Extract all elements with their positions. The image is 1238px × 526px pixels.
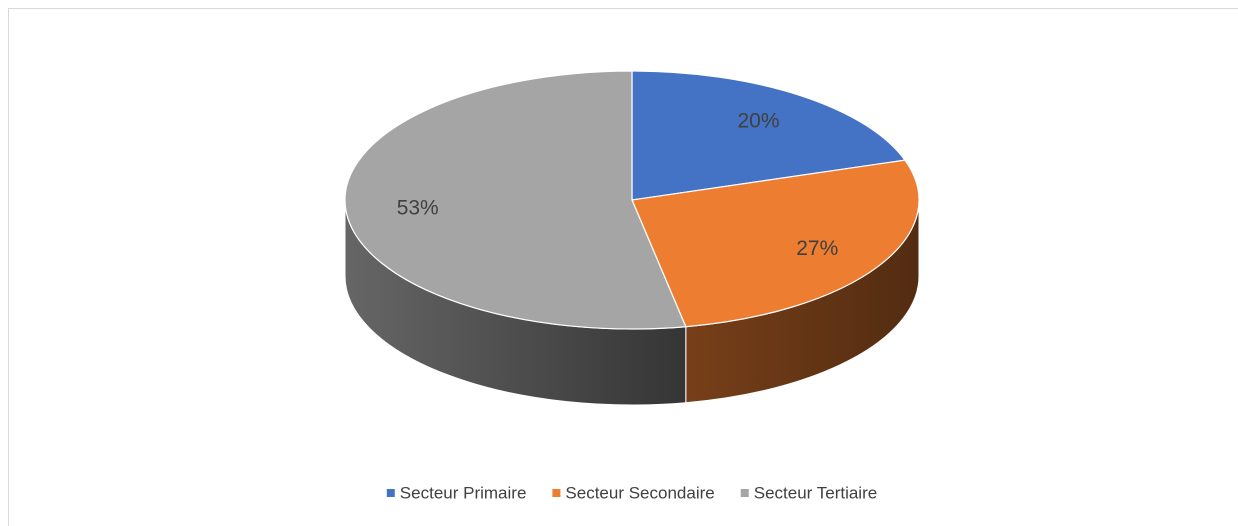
slice — [631, 159, 920, 328]
legend-label: Secteur Secondaire — [565, 483, 714, 502]
slice — [344, 70, 687, 330]
data-label: 53% — [397, 197, 439, 220]
data-label: 27% — [796, 237, 838, 260]
legend-swatch — [740, 489, 749, 497]
legend-label: Secteur Primaire — [400, 483, 527, 502]
slice — [631, 70, 907, 201]
legend-label: Secteur Tertiaire — [754, 483, 877, 502]
legend-swatch — [386, 489, 395, 497]
legend-swatch — [552, 489, 561, 497]
data-label: 20% — [738, 109, 780, 132]
